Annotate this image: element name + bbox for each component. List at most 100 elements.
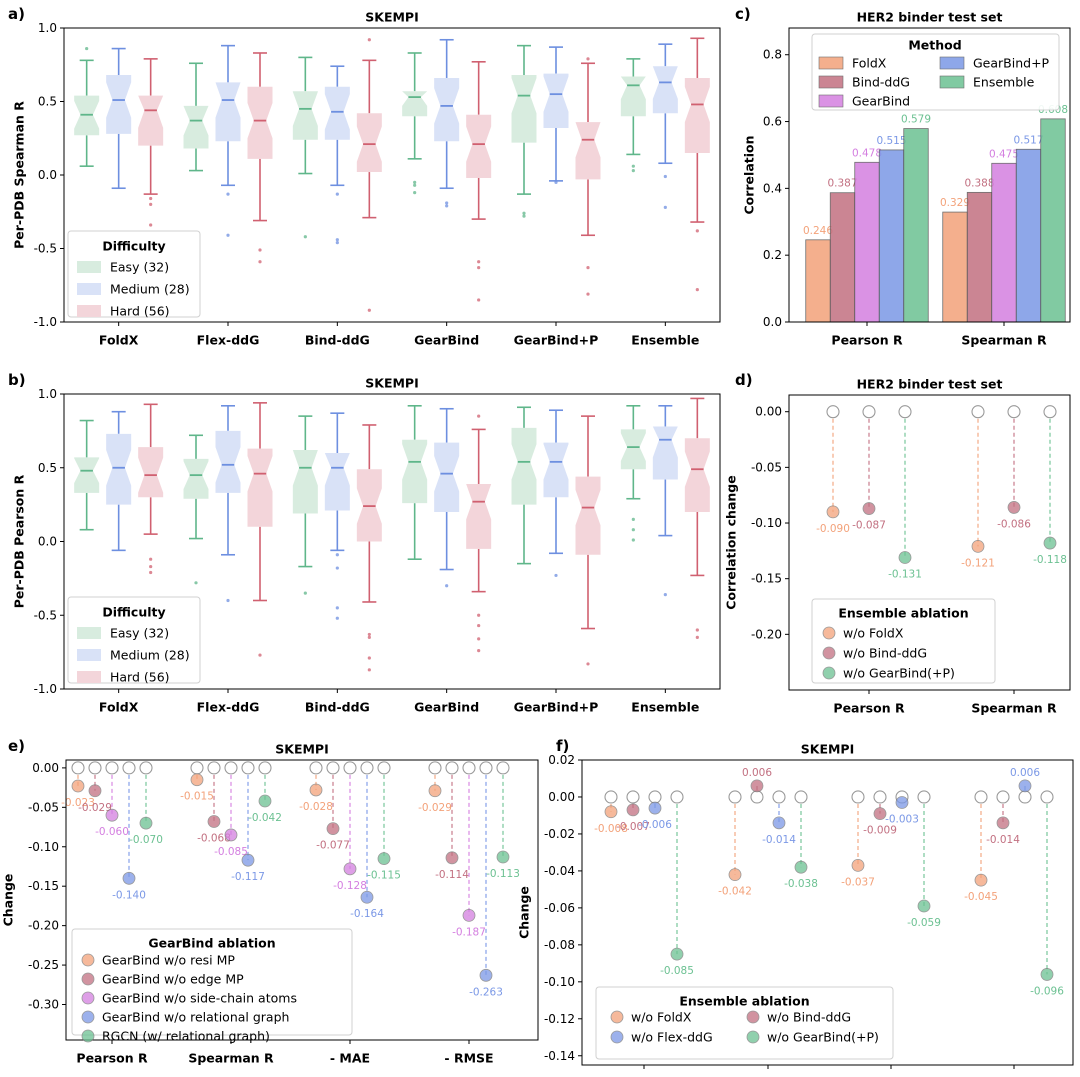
y-tick-label: 0.00 <box>755 405 782 419</box>
legend-label: GearBind w/o side-chain atoms <box>102 991 297 1006</box>
x-tick-label: GearBind <box>414 700 479 715</box>
x-tick-label: Pearson R <box>76 1051 148 1066</box>
legend-label: Medium (28) <box>110 648 190 663</box>
flier-point <box>477 649 481 653</box>
flier-point <box>367 38 371 42</box>
value-marker <box>428 784 442 798</box>
box-easy <box>74 46 100 167</box>
legend-marker <box>81 1010 95 1024</box>
chart-d: HER2 binder test set Correlation change 0.… <box>724 377 1071 716</box>
chart-title: SKEMPI <box>275 742 328 757</box>
y-tick-label: 0.4 <box>763 181 782 195</box>
box-hard <box>575 57 601 296</box>
baseline-marker <box>851 790 865 804</box>
flier-point <box>445 204 449 208</box>
box-medium <box>543 409 569 578</box>
flier-point <box>445 584 449 588</box>
flier-point <box>695 288 699 292</box>
value-label: -0.037 <box>841 876 875 888</box>
value-marker <box>626 803 640 817</box>
value-label: 0.006 <box>742 767 772 779</box>
panel-label: f) <box>556 737 569 755</box>
value-label: -0.045 <box>964 891 998 903</box>
y-tick-label: -0.25 <box>28 958 59 972</box>
box-body <box>466 114 492 178</box>
value-label: -0.113 <box>486 868 520 880</box>
value-label: -0.008 <box>594 823 628 835</box>
value-marker <box>1018 779 1032 793</box>
value-label: -0.187 <box>452 926 486 938</box>
box-medium <box>434 38 460 208</box>
baseline-marker <box>750 790 764 804</box>
chart-f: SKEMPI Change 0.02 0.00 -0.02 -0.04 -0.06 -0.08… <box>517 742 1074 1077</box>
flier-point <box>335 566 339 570</box>
value-marker <box>343 862 357 876</box>
x-tick-label: Ensemble <box>631 700 699 715</box>
baseline-marker <box>670 790 684 804</box>
legend-label: w/o GearBind(+P) <box>767 1030 879 1045</box>
value-marker <box>479 968 493 982</box>
baseline-marker <box>122 761 136 775</box>
value-marker <box>670 947 684 961</box>
baseline-marker <box>343 761 357 775</box>
x-tick-label: Bind-ddG <box>305 700 370 715</box>
box-hard <box>138 403 164 575</box>
legend-label: FoldX <box>852 56 887 71</box>
y-tick-label: -0.04 <box>544 864 575 878</box>
legend-swatch <box>818 75 844 89</box>
box-medium <box>434 407 460 588</box>
baseline-marker <box>88 761 102 775</box>
flier-point <box>631 168 635 173</box>
y-axis-label: Per-PDB Pearson R <box>12 474 27 608</box>
box-body <box>466 483 492 549</box>
value-label: -0.068 <box>197 833 231 845</box>
box-easy <box>511 44 537 218</box>
x-tick-label: Pearson R <box>608 1076 680 1077</box>
box-medium <box>652 404 678 597</box>
x-tick-label: FoldX <box>99 333 139 348</box>
box-medium <box>106 410 132 552</box>
baseline-marker <box>496 761 510 775</box>
y-tick-label: -0.15 <box>28 879 59 893</box>
legend-box <box>67 596 201 684</box>
value-marker <box>898 551 912 564</box>
flier-point <box>522 211 526 215</box>
baseline-marker <box>377 761 391 775</box>
legend-label: GearBind w/o edge MP <box>102 972 244 987</box>
box-easy <box>183 434 209 585</box>
x-tick-label: Pearson R <box>831 333 903 348</box>
chart-a: SKEMPI Per-PDB Spearman R 1.0 0.5 0.0 -0.5 -1.… <box>12 10 721 348</box>
flier-point <box>413 183 417 187</box>
value-marker <box>496 850 510 864</box>
y-tick-label: -0.14 <box>544 1049 575 1063</box>
box-hard <box>466 414 492 653</box>
plot-frame <box>788 394 1071 691</box>
flier-point <box>477 266 481 270</box>
value-marker <box>794 860 808 874</box>
value-label: -0.077 <box>316 840 350 852</box>
legend-marker <box>81 991 95 1005</box>
legend-label: w/o Bind-ddG <box>843 646 927 661</box>
flier-point <box>586 292 590 296</box>
baseline-marker <box>873 790 887 804</box>
box-hard <box>684 397 710 639</box>
flier-point <box>522 214 526 218</box>
legend: Ensemble ablation w/o FoldX w/o Bind-ddG w/… <box>811 598 996 684</box>
box-body <box>356 113 382 173</box>
box-body <box>684 438 710 512</box>
x-tick-label: GearBind+P <box>514 700 599 715</box>
legend: GearBind ablation GearBind w/o resi MP Gea… <box>71 928 353 1044</box>
bar-value-label: 0.515 <box>876 135 906 147</box>
value-marker <box>71 779 85 793</box>
box-body <box>324 86 350 140</box>
baseline-marker <box>1007 405 1021 419</box>
flier-point <box>367 308 371 312</box>
value-label: -0.029 <box>418 802 452 814</box>
y-axis-label: Correlation change <box>724 475 739 609</box>
bar-value-label: 0.475 <box>989 148 1019 160</box>
flier-point <box>554 180 558 184</box>
y-tick-label: 0.5 <box>38 461 57 475</box>
baseline-marker <box>190 761 204 775</box>
flier-point <box>477 613 481 617</box>
box-body <box>652 66 678 114</box>
